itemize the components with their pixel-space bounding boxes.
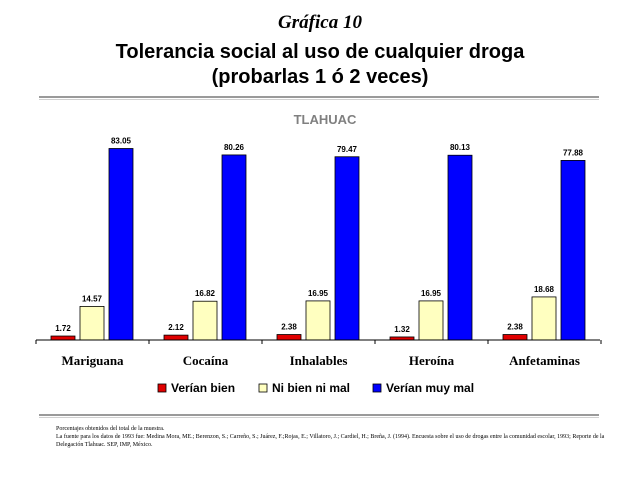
- value-label-2-2: 79.47: [337, 145, 358, 154]
- category-label-4: Anfetaminas: [509, 353, 580, 368]
- bar-2-2: [334, 156, 360, 341]
- legend: Verían bien Ni bien ni mal Verían muy mal: [157, 381, 474, 395]
- bar-2-0: [276, 334, 302, 341]
- bar-2-1: [305, 300, 331, 341]
- value-label-0-1: 14.57: [82, 294, 103, 303]
- category-label-2: Inhalables: [290, 353, 348, 368]
- bar-4-2: [560, 160, 586, 341]
- value-label-4-0: 2.38: [507, 323, 523, 332]
- bottom-divider: [39, 414, 599, 418]
- bar-1-1: [192, 300, 218, 341]
- figure-number: Gráfica 10: [278, 12, 362, 33]
- value-label-1-2: 80.26: [224, 143, 245, 152]
- bar-4-0: [502, 334, 528, 341]
- top-divider: [39, 96, 599, 100]
- value-labels-group: 1.72 14.57 83.05 2.12 16.82 80.26 2.38 16.95 79.…: [55, 137, 583, 334]
- bar-0-1: [79, 306, 105, 341]
- category-label-3: Heroína: [409, 353, 455, 368]
- x-ticks-group: Mariguana Cocaína Inhalables Heroína Anfetam…: [35, 340, 602, 368]
- value-label-2-0: 2.38: [281, 323, 297, 332]
- bar-4-1: [531, 296, 557, 341]
- bar-3-2: [447, 154, 473, 341]
- value-label-0-0: 1.72: [55, 324, 71, 333]
- chart-title: TLAHUAC: [294, 112, 357, 127]
- value-label-1-0: 2.12: [168, 323, 184, 332]
- bar-3-1: [418, 300, 444, 341]
- note-source: La fuente para los datos de 1993 fue: Me…: [56, 434, 605, 448]
- legend-label-0: Verían bien: [171, 381, 235, 395]
- value-label-3-0: 1.32: [394, 325, 410, 334]
- bar-0-2: [108, 148, 134, 341]
- bar-0-0: [50, 335, 76, 341]
- chart-heading-line-1: Tolerancia social al uso de cualquier dr…: [115, 41, 525, 63]
- category-label-0: Mariguana: [61, 353, 124, 368]
- bar-1-2: [221, 154, 247, 341]
- legend-swatch-1: [258, 383, 268, 393]
- value-label-2-1: 16.95: [308, 289, 329, 298]
- note-sample: Porcentajes obtenidos del total de la mu…: [56, 426, 165, 432]
- value-label-4-2: 77.88: [563, 148, 584, 157]
- source-notes: Porcentajes obtenidos del total de la mu…: [56, 425, 616, 449]
- value-label-3-2: 80.13: [450, 143, 471, 152]
- legend-label-1: Ni bien ni mal: [272, 381, 350, 395]
- category-label-1: Cocaína: [183, 353, 229, 368]
- bar-1-0: [163, 334, 189, 341]
- value-label-3-1: 16.95: [421, 289, 442, 298]
- bars-group: [50, 148, 586, 341]
- bar-chart: TLAHUAC 1.72 14.57 83.05 2.12 16.82 80.26 2.38…: [35, 112, 602, 395]
- chart-heading: Tolerancia social al uso de cualquier dr…: [0, 40, 640, 90]
- value-label-4-1: 18.68: [534, 285, 555, 294]
- value-label-0-2: 83.05: [111, 137, 132, 146]
- legend-label-2: Verían muy mal: [386, 381, 474, 395]
- legend-swatch-0: [157, 383, 167, 393]
- value-label-1-1: 16.82: [195, 289, 216, 298]
- chart-heading-line-2: (probarlas 1 ó 2 veces): [211, 66, 429, 88]
- legend-swatch-2: [372, 383, 382, 393]
